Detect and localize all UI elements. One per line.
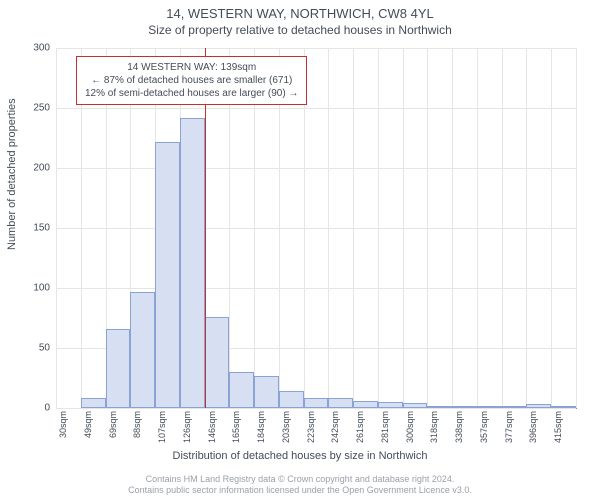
gridline-horizontal: [56, 108, 576, 109]
histogram-bar: [81, 398, 106, 408]
gridline-vertical: [502, 48, 503, 408]
y-tick-label: 100: [33, 283, 50, 294]
credit-text: Contains HM Land Registry data © Crown c…: [0, 474, 600, 496]
callout-line: 14 WESTERN WAY: 139sqm: [85, 61, 298, 74]
page-title: 14, WESTERN WAY, NORTHWICH, CW8 4YL: [0, 0, 600, 21]
x-tick-label: 281sqm: [380, 411, 390, 443]
x-axis-label: Distribution of detached houses by size …: [0, 450, 600, 462]
histogram-bar: [205, 317, 230, 408]
x-tick-label: 261sqm: [355, 411, 365, 443]
histogram-bar: [106, 329, 131, 408]
gridline-horizontal: [56, 168, 576, 169]
gridline-horizontal: [56, 408, 576, 409]
x-tick-label: 184sqm: [256, 411, 266, 443]
gridline-vertical: [576, 48, 577, 408]
callout-box: 14 WESTERN WAY: 139sqm← 87% of detached …: [76, 56, 307, 105]
x-tick-label: 165sqm: [231, 411, 241, 443]
histogram-bar: [304, 398, 329, 408]
gridline-vertical: [452, 48, 453, 408]
x-tick-label: 318sqm: [429, 411, 439, 443]
x-tick-label: 377sqm: [504, 411, 514, 443]
histogram-bar: [378, 402, 403, 408]
y-tick-label: 150: [33, 223, 50, 234]
histogram-bar: [130, 292, 155, 408]
gridline-vertical: [328, 48, 329, 408]
plot-area: 05010015020025030030sqm49sqm69sqm88sqm10…: [56, 48, 576, 408]
gridline-vertical: [378, 48, 379, 408]
x-tick-label: 107sqm: [157, 411, 167, 443]
histogram-bar: [403, 403, 428, 408]
credit-line-2: Contains public sector information licen…: [128, 485, 472, 495]
y-tick-label: 250: [33, 103, 50, 114]
x-tick-label: 338sqm: [454, 411, 464, 443]
histogram-bar: [180, 118, 205, 408]
histogram-bar: [526, 404, 551, 408]
histogram-bar: [229, 372, 254, 408]
x-tick-label: 415sqm: [553, 411, 563, 443]
histogram-bar: [427, 406, 452, 408]
histogram-bar: [155, 142, 180, 408]
x-tick-label: 88sqm: [132, 411, 142, 438]
histogram-bar: [477, 406, 502, 408]
y-axis-label: Number of detached properties: [6, 98, 18, 250]
x-tick-label: 300sqm: [405, 411, 415, 443]
x-tick-label: 30sqm: [58, 411, 68, 438]
gridline-vertical: [403, 48, 404, 408]
x-tick-label: 223sqm: [306, 411, 316, 443]
x-tick-label: 69sqm: [108, 411, 118, 438]
y-tick-label: 0: [44, 403, 50, 414]
gridline-vertical: [526, 48, 527, 408]
x-tick-label: 357sqm: [479, 411, 489, 443]
x-tick-label: 242sqm: [330, 411, 340, 443]
y-tick-label: 300: [33, 43, 50, 54]
gridline-vertical: [353, 48, 354, 408]
gridline-horizontal: [56, 228, 576, 229]
page-subtitle: Size of property relative to detached ho…: [0, 21, 600, 37]
gridline-vertical: [477, 48, 478, 408]
histogram-bar: [254, 376, 279, 408]
chart-container: 14, WESTERN WAY, NORTHWICH, CW8 4YL Size…: [0, 0, 600, 500]
gridline-horizontal: [56, 288, 576, 289]
gridline-horizontal: [56, 48, 576, 49]
x-tick-label: 396sqm: [528, 411, 538, 443]
credit-line-1: Contains HM Land Registry data © Crown c…: [146, 474, 455, 484]
gridline-vertical: [56, 48, 57, 408]
x-tick-label: 49sqm: [83, 411, 93, 438]
x-tick-label: 126sqm: [182, 411, 192, 443]
histogram-bar: [279, 391, 304, 408]
x-tick-label: 146sqm: [207, 411, 217, 443]
histogram-bar: [551, 406, 576, 408]
histogram-bar: [502, 406, 527, 408]
histogram-bar: [452, 406, 477, 408]
gridline-vertical: [427, 48, 428, 408]
callout-line: ← 87% of detached houses are smaller (67…: [85, 74, 298, 87]
y-tick-label: 50: [39, 343, 50, 354]
histogram-bar: [353, 401, 378, 408]
x-tick-label: 203sqm: [281, 411, 291, 443]
y-tick-label: 200: [33, 163, 50, 174]
histogram-bar: [328, 398, 353, 408]
callout-line: 12% of semi-detached houses are larger (…: [85, 87, 298, 100]
gridline-vertical: [551, 48, 552, 408]
